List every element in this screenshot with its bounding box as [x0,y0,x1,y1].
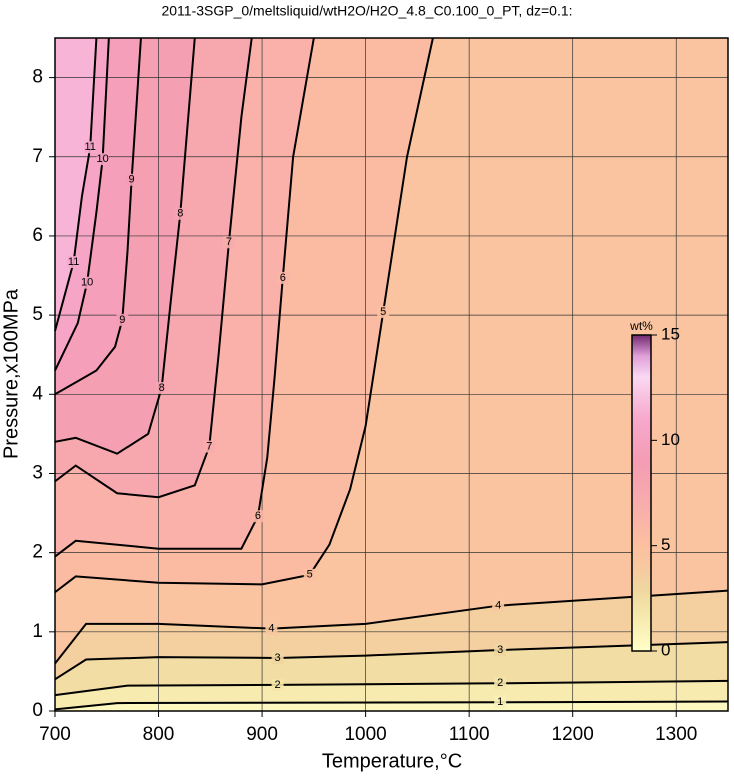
contour-label-bg [96,153,109,166]
annotations: 700 800 900 1000 1100 1200 1300 0 1 2 3 4 5 6 7 8 1 2 2 3 3 4… [32,37,729,745]
contour-label: 3 [275,652,281,664]
contour-label-bg [81,276,94,289]
contour-label: 6 [280,272,286,284]
contour-label-bg [84,141,97,154]
fills [55,38,728,711]
x-tick-label: 900 [246,724,278,745]
contour-label-bg [125,173,138,186]
contour-line [54,700,729,711]
contour-label-bg [67,256,80,269]
contour-label: 10 [81,277,93,289]
colorbar [631,334,652,652]
colorbar-tick-label: 0 [661,640,670,659]
contour-line [54,37,196,455]
contour-label: 2 [497,677,503,689]
contour-label-bg [265,622,278,635]
contour-label-bg [494,696,507,709]
colorbar-title: wt% [629,319,653,333]
contour-label-bg [222,236,235,249]
y-axis-label: Pressure,x100MPa [0,288,22,459]
contour-label-bg [494,677,507,690]
contour-label: 9 [119,314,125,326]
colorbar-tick-label: 15 [661,324,680,343]
y-tick-label: 3 [32,462,43,483]
x-tick-label: 700 [39,724,71,745]
contour-label: 9 [129,174,135,186]
x-tick-label: 1300 [655,724,697,745]
plot-frame [54,37,729,712]
contour-line [54,37,315,558]
contour-fill [55,701,728,711]
contour-label-bg [276,271,289,284]
contour-line [54,37,98,332]
contour-label: 7 [226,236,232,248]
x-tick-label: 1000 [344,724,386,745]
contour-label: 3 [497,644,503,656]
contour-label: 2 [275,679,281,691]
contour-label-bg [251,510,264,523]
contour-label-bg [203,440,216,453]
contour-label-bg [303,568,316,581]
contour-label: 5 [307,569,313,581]
contour-label-bg [271,651,284,664]
y-tick-label: 8 [32,67,43,88]
y-tick-label: 7 [32,146,43,167]
contour-label-bg [174,207,187,220]
contour-label-bg [377,305,390,318]
contour-label-bg [492,599,505,612]
contour-line [54,37,110,371]
y-tick-label: 0 [32,700,43,721]
contour-label: 1 [497,696,503,708]
contour-label-bg [494,644,507,657]
y-tick-label: 1 [32,621,43,642]
x-tick-label: 1100 [449,724,490,745]
y-tick-label: 5 [32,304,43,325]
y-tick-label: 2 [32,542,43,563]
x-tick-label: 800 [143,724,175,745]
contour-line [54,589,729,665]
contour-line [54,37,434,594]
x-tick-label: 1200 [552,724,594,745]
contour-label-bg [271,678,284,691]
chart-title: 2011-3SGP_0/meltsliquid/wtH2O/H2O_4.8_C0… [161,3,572,19]
contour-label: 5 [380,306,386,318]
contour-fill [55,38,97,331]
colorbar-tick-label: 5 [661,535,670,554]
contour-label: 8 [159,382,165,394]
contour-label: 10 [97,153,109,165]
contour-label: 4 [495,600,501,612]
contour-label-bg [116,313,129,326]
contour-label: 7 [206,440,212,452]
contour-label: 11 [84,141,95,153]
contour-label: 6 [255,510,261,522]
contour-label: 4 [268,623,274,635]
y-tick-label: 4 [32,383,43,404]
x-axis-label: Temperature,°C [322,750,462,772]
contour-label: 8 [177,208,183,220]
colorbar-tick-label: 10 [661,430,680,449]
grid [49,38,728,717]
y-tick-label: 6 [32,225,43,246]
contour-line [54,37,253,499]
contour-label-bg [155,381,168,394]
contour-label: 11 [68,256,79,268]
